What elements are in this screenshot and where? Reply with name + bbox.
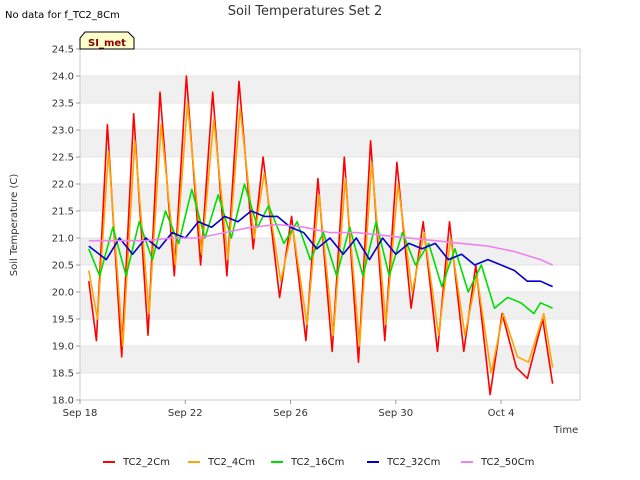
y-axis-label: Soil Temperature (C) [9, 174, 20, 277]
chart-title: Soil Temperatures Set 2 [228, 4, 383, 19]
series-line-tc2-50cm [88, 223, 553, 266]
plot-frame [79, 48, 581, 401]
y-tick-label: 24.5 [52, 45, 74, 56]
x-tick-label: Sep 22 [168, 408, 203, 419]
y-tick-label: 18.5 [52, 369, 74, 380]
legend-label: TC2_4Cm [207, 457, 255, 468]
y-tick-label: 22.0 [52, 180, 74, 191]
y-tick-label: 21.0 [52, 234, 74, 245]
y-tick-label: 24.0 [52, 72, 74, 83]
y-tick-label: 23.0 [52, 126, 74, 137]
y-tick-label: 19.5 [52, 315, 74, 326]
badge-shape [79, 31, 135, 50]
x-axis-label: Time [553, 425, 578, 436]
x-tick-label: Oct 4 [488, 408, 515, 419]
x-tick-label: Sep 18 [63, 408, 98, 419]
series-line-tc2-32cm [88, 210, 553, 288]
series-lines [88, 75, 554, 396]
y-tick-label: 19.0 [52, 342, 74, 353]
grid-band [80, 76, 580, 103]
grid-band [80, 184, 580, 211]
y-tick-label: 23.5 [52, 99, 74, 110]
legend: TC2_2Cm TC2_4Cm TC2_16Cm TC2_32Cm TC2_50Cm [103, 457, 534, 468]
legend-label: TC2_50Cm [480, 457, 534, 468]
y-tick-label: 20.5 [52, 261, 74, 272]
x-tick-label: Sep 30 [378, 408, 413, 419]
y-axis-ticks: 18.0 18.5 19.0 19.5 20.0 20.5 21.0 21.5 22.0 22.5… [52, 45, 80, 407]
y-tick-label: 18.0 [52, 396, 74, 407]
station-badge: SI_met [79, 31, 135, 50]
series-line-tc2-16cm [88, 183, 553, 315]
x-tick-label: Sep 26 [273, 408, 308, 419]
y-tick-label: 20.0 [52, 288, 74, 299]
legend-label: TC2_32Cm [386, 457, 440, 468]
legend-label: TC2_2Cm [122, 457, 170, 468]
y-tick-label: 22.5 [52, 153, 74, 164]
grid-band [80, 130, 580, 157]
x-axis-ticks: Sep 18 Sep 22 Sep 26 Sep 30 Oct 4 [63, 400, 515, 419]
grid-band [80, 346, 580, 373]
legend-label: TC2_16Cm [290, 457, 344, 468]
badge-label: SI_met [88, 38, 126, 49]
y-tick-label: 21.5 [52, 207, 74, 218]
no-data-note: No data for f_TC2_8Cm [5, 10, 120, 21]
